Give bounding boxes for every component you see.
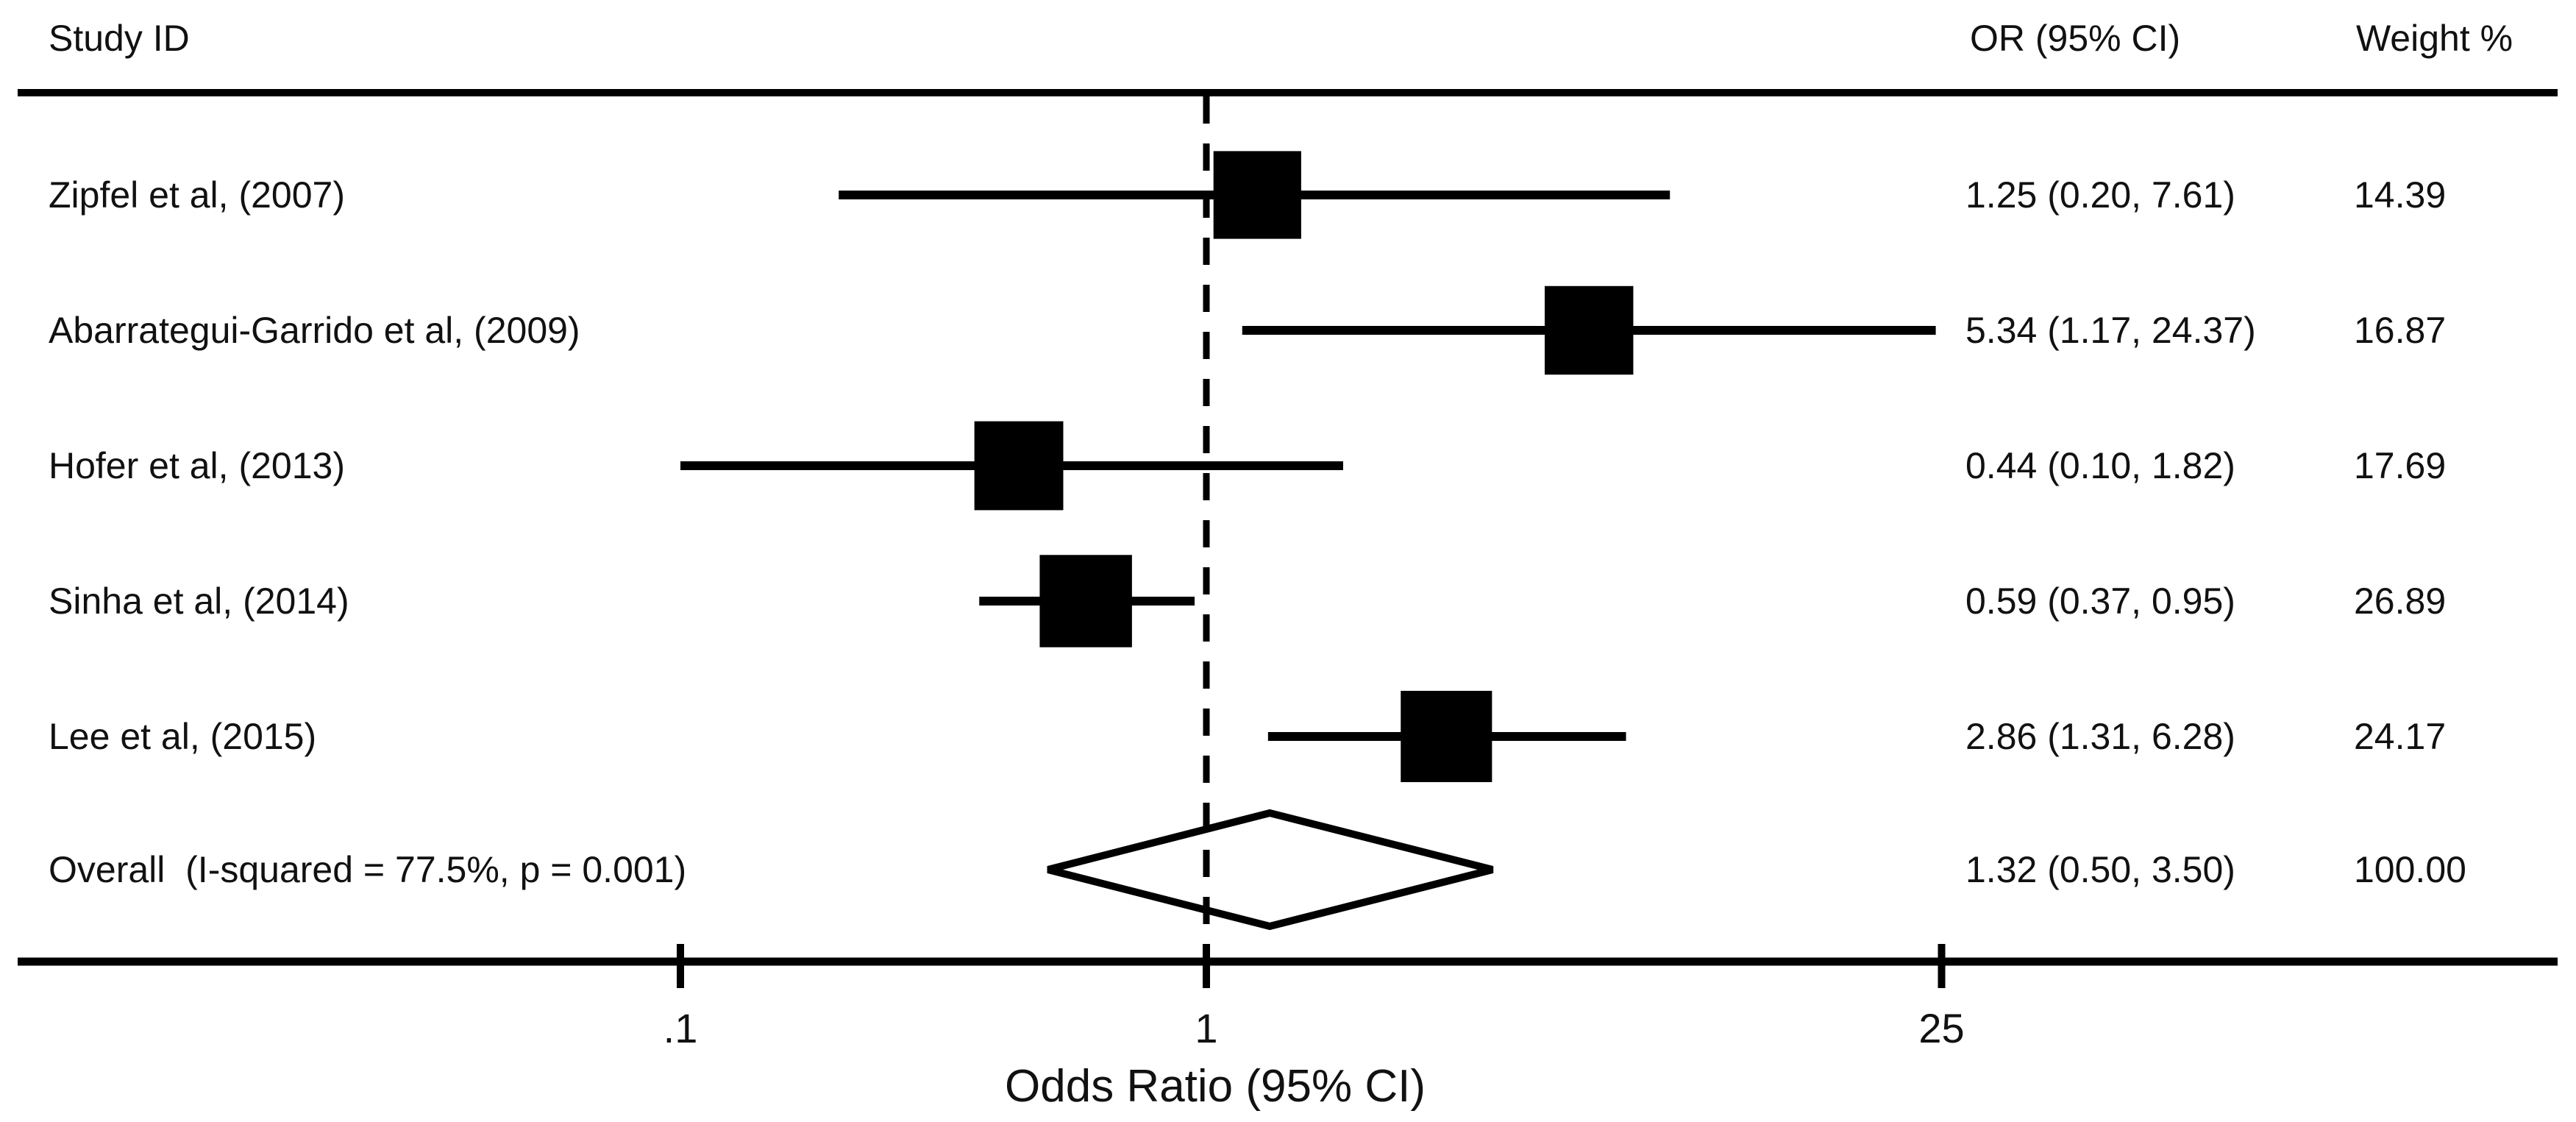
column-header-or-ci: OR (95% CI) <box>1970 18 2181 59</box>
weight-value: 26.89 <box>2354 580 2447 622</box>
overall-label: Overall (I-squared = 77.5%, p = 0.001) <box>49 849 687 890</box>
effect-size-box <box>1544 285 1634 375</box>
weight-value: 17.69 <box>2354 445 2447 486</box>
study-label: Zipfel et al, (2007) <box>49 174 345 216</box>
overall-diamond <box>1047 809 1494 931</box>
x-tick-label: 1 <box>1195 1005 1218 1051</box>
study-label: Sinha et al, (2014) <box>49 580 349 622</box>
study-label: Lee et al, (2015) <box>49 716 317 757</box>
effect-size-box <box>1401 690 1492 783</box>
x-tick-label: 25 <box>1918 1005 1965 1051</box>
study-label: Hofer et al, (2013) <box>49 445 345 486</box>
or-ci-value: 5.34 (1.17, 24.37) <box>1965 310 2256 351</box>
or-ci-value: 0.44 (0.10, 1.82) <box>1965 445 2235 486</box>
overall-or-ci-value: 1.32 (0.50, 3.50) <box>1965 849 2235 890</box>
x-tick-label: .1 <box>663 1005 698 1051</box>
weight-value: 16.87 <box>2354 310 2447 351</box>
weight-value: 14.39 <box>2354 174 2447 216</box>
or-ci-value: 1.25 (0.20, 7.61) <box>1965 174 2235 216</box>
effect-size-box <box>1039 555 1132 647</box>
weight-value: 24.17 <box>2354 716 2447 757</box>
x-axis-label: Odds Ratio (95% CI) <box>1005 1061 1426 1112</box>
or-ci-value: 2.86 (1.31, 6.28) <box>1965 716 2235 757</box>
column-header-weight: Weight % <box>2356 18 2513 59</box>
or-ci-value: 0.59 (0.37, 0.95) <box>1965 580 2235 622</box>
overall-weight-value: 100.00 <box>2354 849 2466 890</box>
study-label: Abarrategui-Garrido et al, (2009) <box>49 310 580 351</box>
column-header-study: Study ID <box>49 18 190 59</box>
effect-size-box <box>974 421 1064 511</box>
effect-size-box <box>1213 151 1301 239</box>
